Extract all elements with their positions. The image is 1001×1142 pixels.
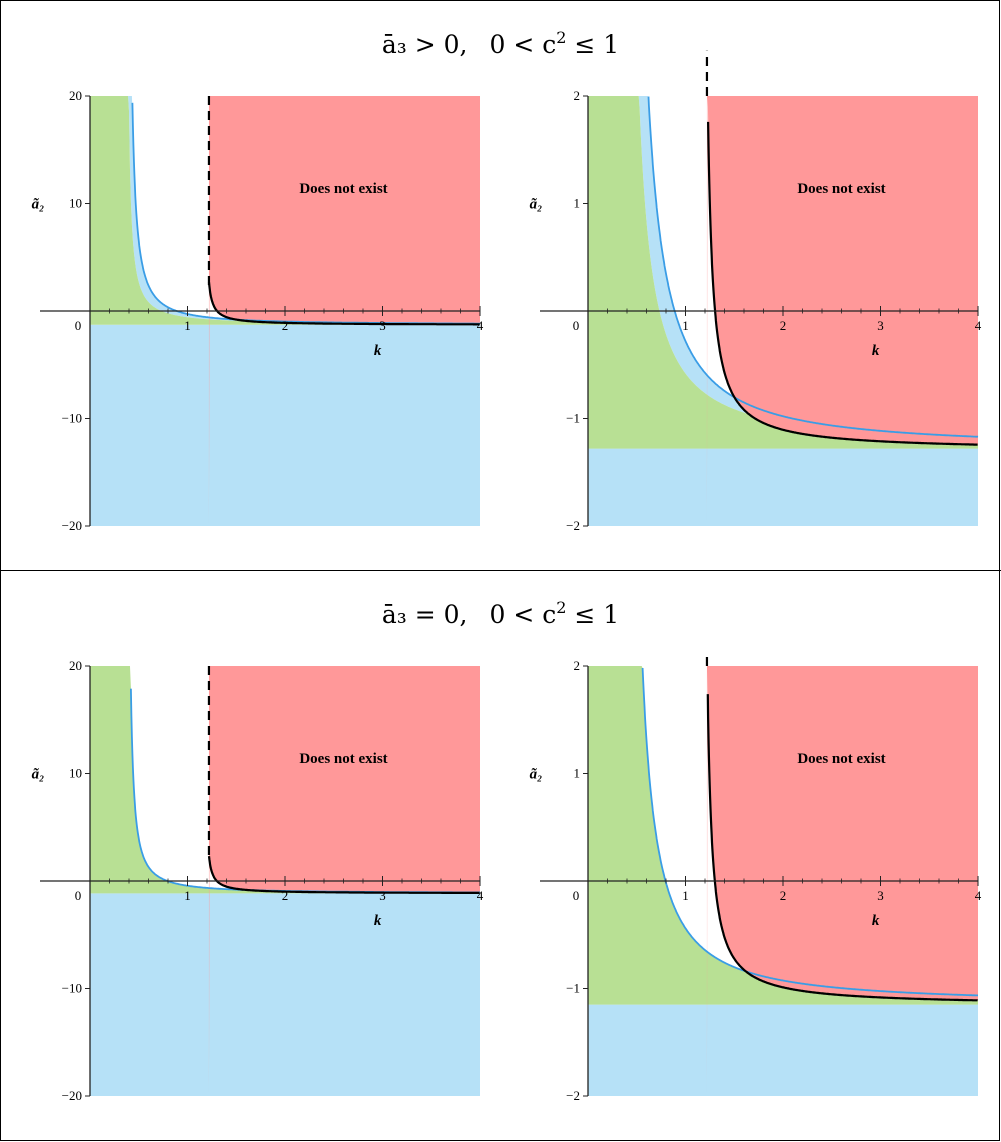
title-end: ≤ 1 <box>566 600 620 629</box>
y-tick-label: 20 <box>69 88 82 103</box>
x-zero-label: 0 <box>573 888 580 903</box>
x-tick-label: 3 <box>877 888 884 903</box>
panel-title-top: ā₃ > 0, 0 < c2 ≤ 1 <box>0 28 1001 60</box>
chart-plot-area: 1 2 3 4 0 2 1 −1 −2 k ã₂ Does not exist <box>530 50 982 533</box>
x-tick-label: 3 <box>379 318 386 333</box>
y-tick-label: −10 <box>62 411 82 426</box>
blue-region-lower <box>588 1004 978 1096</box>
blue-boundary-curve <box>641 667 978 997</box>
x-tick-label: 2 <box>780 888 787 903</box>
x-tick-label: 4 <box>477 888 484 903</box>
panel-title-bottom: ā₃ = 0, 0 < c2 ≤ 1 <box>0 598 1001 630</box>
x-tick-label: 3 <box>379 888 386 903</box>
chart-svg: 1 2 3 4 0 20 10 −10 −20 k ã₂ Does not exist <box>32 658 484 1103</box>
plot-top-right: 1 2 3 4 0 2 1 −1 −2 k ã₂ Does not exist <box>500 50 1000 546</box>
y-axis-label: ã₂ <box>32 197 45 213</box>
black-boundary-curve <box>706 694 978 1002</box>
green-region <box>90 666 480 894</box>
plot-bottom-left: 1 2 3 4 0 20 10 −10 −20 k ã₂ Does not exist <box>0 656 500 1116</box>
x-tick-label: 2 <box>282 318 289 333</box>
title-cond: 0 < c <box>489 600 557 629</box>
blue-region-lower <box>588 448 978 526</box>
y-tick-label: −10 <box>62 981 82 996</box>
black-boundary-curve <box>707 121 978 446</box>
region-annotation: Does not exist <box>299 181 387 197</box>
y-tick-label: 10 <box>69 766 82 781</box>
x-tick-label: 4 <box>975 318 982 333</box>
blue-boundary-curve <box>647 96 979 438</box>
green-region <box>90 96 480 325</box>
x-axis-label: k <box>872 343 880 359</box>
region-annotation: Does not exist <box>299 751 387 767</box>
x-tick-label: 4 <box>975 888 982 903</box>
chart-plot-area: 1 2 3 4 0 20 10 −10 −20 k ã₂ Does not exist <box>32 658 484 1103</box>
y-tick-label: 10 <box>69 196 82 211</box>
y-tick-label: 2 <box>574 658 581 673</box>
y-tick-label: −20 <box>62 1088 82 1103</box>
title-main: ā₃ = 0, <box>381 600 468 629</box>
title-cond: 0 < c <box>489 30 557 59</box>
x-tick-label: 2 <box>780 318 787 333</box>
y-axis-label: ã₂ <box>530 197 543 213</box>
plot-top-left: 1 2 3 4 0 20 10 −10 −20 k ã₂ Does not exist <box>0 86 500 546</box>
y-tick-label: −2 <box>566 1088 580 1103</box>
blue-region-lower <box>90 893 480 1096</box>
x-zero-label: 0 <box>75 888 82 903</box>
y-tick-label: −1 <box>566 981 580 996</box>
x-tick-label: 1 <box>682 318 689 333</box>
x-tick-label: 1 <box>184 888 191 903</box>
title-exp: 2 <box>556 598 567 617</box>
y-tick-label: 2 <box>574 88 581 103</box>
chart-svg: 1 2 3 4 0 2 1 −1 −2 k ã₂ Does not exist <box>530 655 982 1103</box>
title-exp: 2 <box>556 28 567 47</box>
blue-region-lower <box>90 324 480 526</box>
y-tick-label: 1 <box>574 766 581 781</box>
green-region <box>588 96 978 449</box>
chart-svg: 1 2 3 4 0 20 10 −10 −20 k ã₂ Does not exist <box>32 88 484 533</box>
y-axis-label: ã₂ <box>32 767 45 783</box>
black-boundary-curve <box>207 282 480 326</box>
y-tick-label: −2 <box>566 518 580 533</box>
x-tick-label: 3 <box>877 318 884 333</box>
title-end: ≤ 1 <box>566 30 620 59</box>
black-boundary-curve <box>207 855 480 894</box>
x-axis-label: k <box>872 913 880 929</box>
plot-bottom-right: 1 2 3 4 0 2 1 −1 −2 k ã₂ Does not exist <box>500 655 1000 1116</box>
y-tick-label: 1 <box>574 196 581 211</box>
title-main: ā₃ > 0, <box>381 30 468 59</box>
green-region <box>588 666 978 1005</box>
chart-plot-area: 1 2 3 4 0 2 1 −1 −2 k ã₂ Does not exist <box>530 655 982 1103</box>
y-tick-label: 20 <box>69 658 82 673</box>
region-annotation: Does not exist <box>797 751 885 767</box>
y-tick-label: −1 <box>566 411 580 426</box>
x-zero-label: 0 <box>75 318 82 333</box>
chart-plot-area: 1 2 3 4 0 20 10 −10 −20 k ã₂ Does not exist <box>32 88 484 533</box>
y-axis-label: ã₂ <box>530 767 543 783</box>
panel-divider <box>0 570 1001 571</box>
x-tick-label: 2 <box>282 888 289 903</box>
x-tick-label: 4 <box>477 318 484 333</box>
x-axis-label: k <box>374 913 382 929</box>
y-tick-label: −20 <box>62 518 82 533</box>
x-axis-label: k <box>374 343 382 359</box>
region-annotation: Does not exist <box>797 181 885 197</box>
chart-svg: 1 2 3 4 0 2 1 −1 −2 k ã₂ Does not exist <box>530 50 982 533</box>
x-zero-label: 0 <box>573 318 580 333</box>
x-tick-label: 1 <box>682 888 689 903</box>
x-tick-label: 1 <box>184 318 191 333</box>
